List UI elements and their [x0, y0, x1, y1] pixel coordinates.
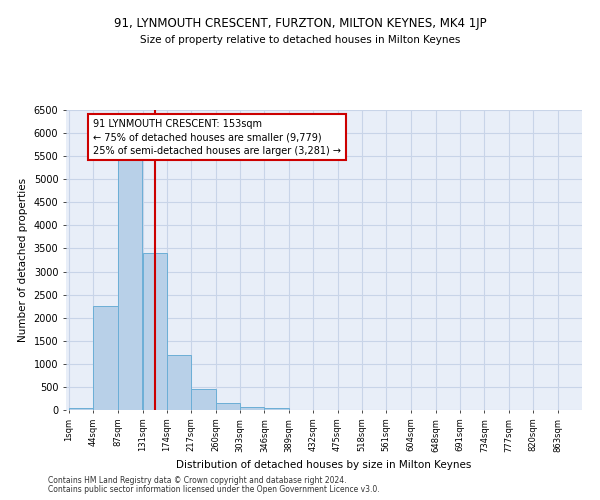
Bar	[191, 389, 215, 410]
Text: Contains public sector information licensed under the Open Government Licence v3: Contains public sector information licen…	[48, 485, 380, 494]
Text: 91, LYNMOUTH CRESCENT, FURZTON, MILTON KEYNES, MK4 1JP: 91, LYNMOUTH CRESCENT, FURZTON, MILTON K…	[113, 18, 487, 30]
Y-axis label: Number of detached properties: Number of detached properties	[18, 178, 28, 342]
Bar	[93, 306, 118, 410]
X-axis label: Distribution of detached houses by size in Milton Keynes: Distribution of detached houses by size …	[176, 460, 472, 470]
Text: Size of property relative to detached houses in Milton Keynes: Size of property relative to detached ho…	[140, 35, 460, 45]
Bar	[167, 354, 191, 410]
Bar	[240, 407, 265, 410]
Text: 91 LYNMOUTH CRESCENT: 153sqm
← 75% of detached houses are smaller (9,779)
25% of: 91 LYNMOUTH CRESCENT: 153sqm ← 75% of de…	[93, 119, 341, 156]
Bar	[265, 408, 289, 410]
Bar	[215, 402, 240, 410]
Bar	[118, 158, 142, 410]
Text: Contains HM Land Registry data © Crown copyright and database right 2024.: Contains HM Land Registry data © Crown c…	[48, 476, 347, 485]
Bar	[69, 408, 93, 410]
Bar	[143, 253, 167, 410]
